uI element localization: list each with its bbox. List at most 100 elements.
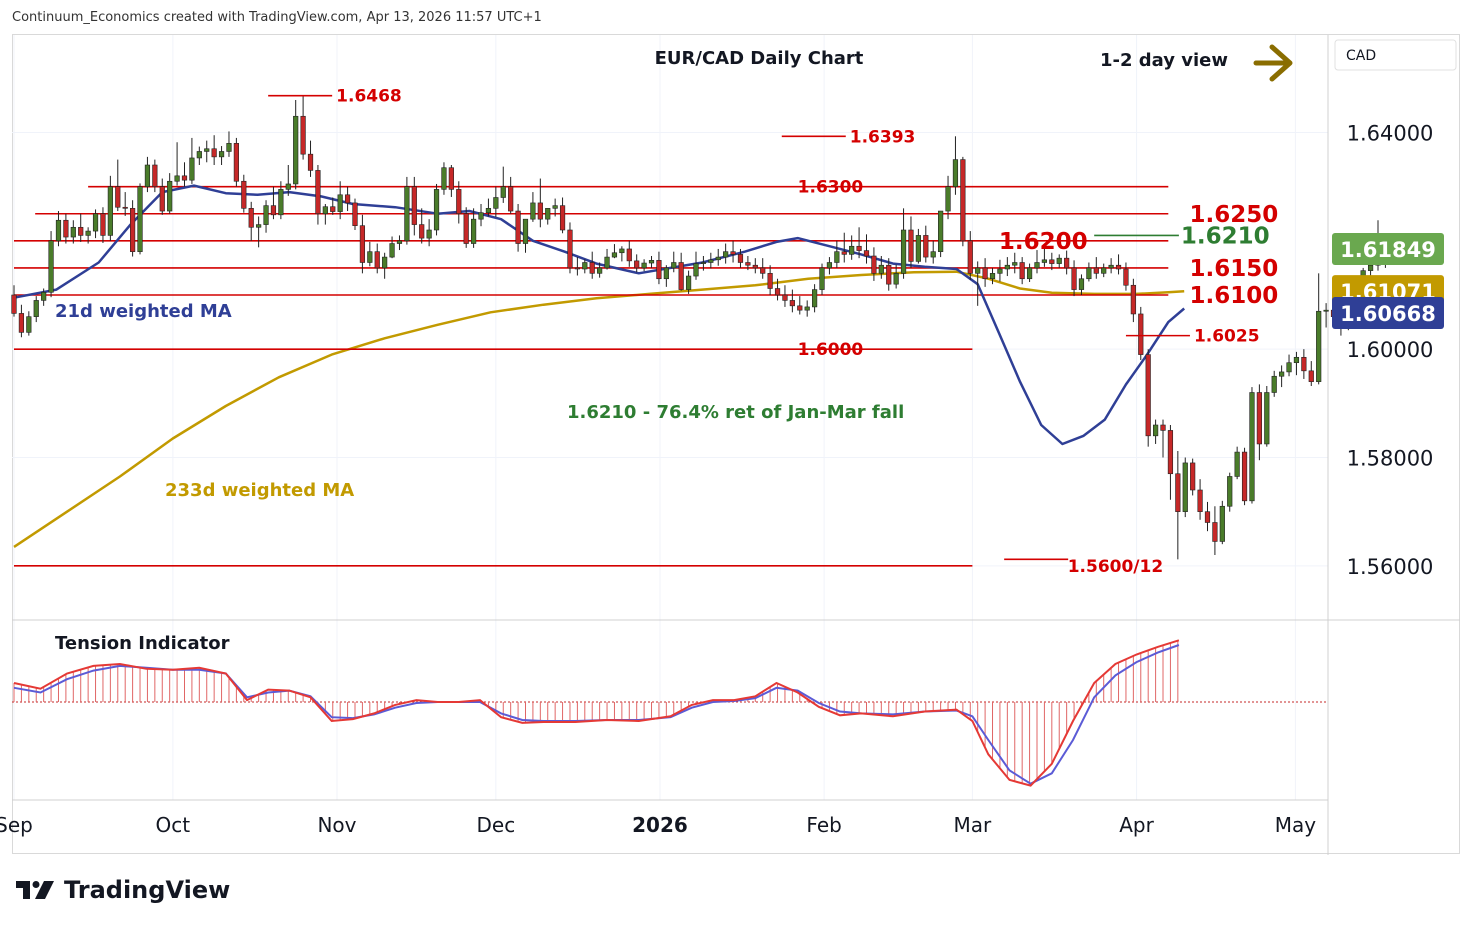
candle-up[interactable] (1086, 267, 1092, 280)
candle-down[interactable] (745, 262, 751, 266)
candle-down[interactable] (886, 264, 892, 285)
candle-down[interactable] (456, 189, 462, 215)
candle-down[interactable] (841, 251, 847, 255)
candle-up[interactable] (582, 262, 588, 270)
candle-up[interactable] (285, 183, 291, 190)
candle-down[interactable] (960, 159, 966, 242)
candle-up[interactable] (1101, 267, 1107, 274)
candle-up[interactable] (1264, 392, 1270, 445)
candle-up[interactable] (1234, 451, 1240, 477)
candle-down[interactable] (344, 194, 351, 204)
candle-up[interactable] (426, 229, 432, 239)
candle-up[interactable] (878, 264, 884, 274)
candle-down[interactable] (626, 248, 632, 262)
candle-down[interactable] (1130, 284, 1136, 315)
candle-up[interactable] (404, 186, 410, 242)
candle-up[interactable] (1078, 278, 1085, 290)
candle-down[interactable] (130, 208, 136, 252)
candle-up[interactable] (1279, 371, 1285, 377)
candle-up[interactable] (989, 273, 996, 280)
candle-up[interactable] (389, 243, 395, 258)
candle-down[interactable] (100, 213, 106, 236)
candle-down[interactable] (752, 264, 758, 269)
candle-up[interactable] (1227, 476, 1233, 507)
candle-down[interactable] (1212, 522, 1218, 542)
candle-down[interactable] (11, 294, 17, 314)
candle-down[interactable] (78, 226, 84, 236)
candle-down[interactable] (211, 148, 217, 158)
candle-down[interactable] (574, 267, 580, 270)
candle-down[interactable] (307, 153, 314, 171)
candle-down[interactable] (419, 224, 425, 239)
candle-up[interactable] (278, 189, 284, 216)
candle-up[interactable] (471, 218, 477, 244)
candle-up[interactable] (137, 186, 143, 252)
candle-down[interactable] (1115, 264, 1122, 270)
candle-down[interactable] (181, 175, 188, 181)
candle-up[interactable] (33, 300, 39, 317)
candle-up[interactable] (945, 186, 951, 212)
candle-up[interactable] (663, 267, 669, 280)
candle-down[interactable] (537, 202, 543, 220)
candle-down[interactable] (656, 260, 662, 280)
candle-up[interactable] (997, 268, 1003, 274)
candle-down[interactable] (1160, 424, 1166, 431)
candle-up[interactable] (48, 240, 54, 293)
candle-up[interactable] (545, 208, 551, 220)
candle-up[interactable] (196, 151, 202, 159)
candle-down[interactable] (241, 180, 247, 209)
candle-up[interactable] (530, 202, 536, 220)
candle-down[interactable] (737, 254, 744, 263)
candle-up[interactable] (293, 115, 299, 185)
candle-down[interactable] (159, 186, 165, 212)
candle-up[interactable] (26, 316, 32, 333)
candle-up[interactable] (849, 245, 855, 255)
candle-up[interactable] (1286, 362, 1292, 373)
candle-up[interactable] (144, 164, 151, 187)
candle-down[interactable] (352, 202, 358, 226)
candle-down[interactable] (63, 219, 69, 238)
candle-up[interactable] (975, 267, 981, 274)
candle-up[interactable] (478, 212, 484, 220)
candle-down[interactable] (1175, 473, 1181, 512)
candle-down[interactable] (233, 143, 239, 182)
candle-up[interactable] (1271, 375, 1277, 393)
candle-up[interactable] (522, 218, 529, 244)
candle-down[interactable] (1071, 267, 1077, 290)
candle-down[interactable] (374, 251, 380, 269)
candle-down[interactable] (908, 229, 914, 262)
candle-up[interactable] (1182, 462, 1188, 512)
candle-up[interactable] (433, 189, 440, 231)
candle-up[interactable] (485, 208, 492, 213)
candle-down[interactable] (1167, 430, 1174, 475)
candle-up[interactable] (648, 260, 655, 264)
candle-down[interactable] (967, 240, 973, 274)
candle-up[interactable] (708, 259, 714, 263)
candle-down[interactable] (1145, 354, 1151, 437)
candle-up[interactable] (337, 194, 343, 212)
candle-up[interactable] (174, 175, 180, 182)
candle-up[interactable] (693, 263, 699, 277)
candle-down[interactable] (463, 213, 469, 244)
candle-down[interactable] (448, 167, 454, 190)
candle-down[interactable] (856, 245, 862, 251)
candle-down[interactable] (152, 164, 158, 187)
candle-up[interactable] (619, 248, 625, 254)
candle-down[interactable] (411, 186, 417, 225)
candle-down[interactable] (359, 225, 366, 263)
candle-up[interactable] (85, 230, 91, 236)
candle-up[interactable] (1323, 309, 1329, 312)
candle-down[interactable] (115, 186, 121, 208)
candle-up[interactable] (1367, 264, 1374, 271)
candle-down[interactable] (1019, 262, 1025, 280)
candle-up[interactable] (834, 251, 840, 263)
candle-up[interactable] (1249, 392, 1255, 502)
candle-up[interactable] (604, 256, 610, 269)
candle-down[interactable] (678, 262, 684, 290)
candle-up[interactable] (322, 206, 328, 215)
candle-up[interactable] (641, 262, 647, 269)
candle-down[interactable] (122, 206, 128, 209)
candle-up[interactable] (226, 143, 232, 152)
candle-up[interactable] (1034, 262, 1040, 269)
candle-down[interactable] (248, 208, 254, 228)
